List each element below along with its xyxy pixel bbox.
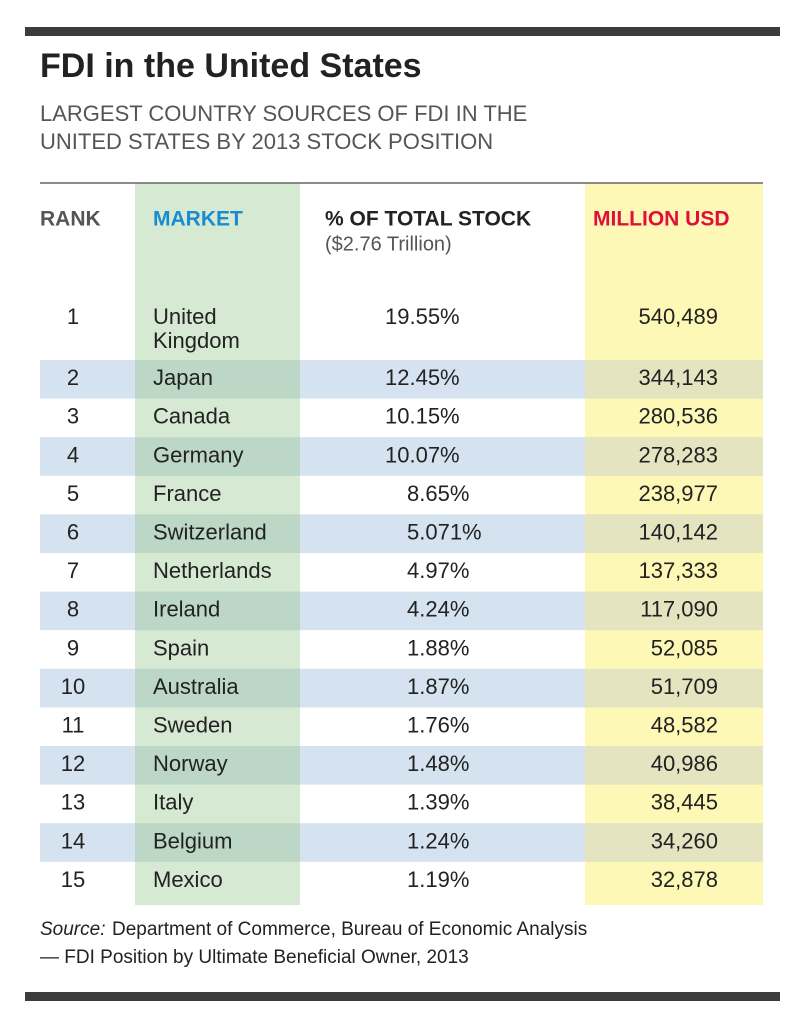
share: 4.24% [407, 597, 469, 622]
market: Japan [153, 365, 213, 390]
usd: 540,489 [638, 304, 718, 329]
row-stripe [585, 823, 763, 862]
usd: 278,283 [638, 442, 718, 467]
share: 12.45% [385, 365, 460, 390]
market: Australia [153, 674, 239, 699]
header-share: % OF TOTAL STOCK [325, 208, 531, 231]
market: Norway [153, 751, 228, 776]
share: 1.48% [407, 751, 469, 776]
rank: 1 [67, 304, 79, 329]
subtitle: UNITED STATES BY 2013 STOCK POSITION [40, 129, 493, 154]
rank: 14 [61, 828, 85, 853]
market: Netherlands [153, 558, 272, 583]
rank: 6 [67, 520, 79, 545]
row-stripe [585, 746, 763, 785]
usd: 51,709 [651, 674, 718, 699]
usd: 52,085 [651, 635, 718, 660]
share: 8.65% [407, 481, 469, 506]
share: 4.97% [407, 558, 469, 583]
rank: 10 [61, 674, 85, 699]
row-stripe [135, 591, 300, 631]
rank: 15 [61, 867, 85, 892]
row-stripe [585, 360, 763, 399]
row-stripe [135, 746, 300, 785]
usd: 140,142 [638, 520, 718, 545]
share: 10.15% [385, 404, 460, 429]
header-market: MARKET [153, 208, 243, 231]
share: 10.07% [385, 442, 460, 467]
market: United Kingdom [153, 304, 240, 353]
usd: 40,986 [651, 751, 718, 776]
rank: 8 [67, 597, 79, 622]
title: FDI in the United States [40, 47, 422, 85]
market: France [153, 481, 221, 506]
share: 1.19% [407, 867, 469, 892]
share: 19.55% [385, 304, 460, 329]
row-stripe [135, 360, 300, 399]
usd: 32,878 [651, 867, 718, 892]
rank: 13 [61, 790, 85, 815]
row-stripe [135, 823, 300, 862]
usd: 137,333 [638, 558, 718, 583]
header-rank: RANK [40, 208, 101, 231]
market: Sweden [153, 713, 233, 738]
rank: 5 [67, 481, 79, 506]
share: 5.071% [407, 520, 482, 545]
market: Switzerland [153, 520, 267, 545]
market: Belgium [153, 828, 232, 853]
top-rule [25, 27, 780, 36]
rank: 3 [67, 404, 79, 429]
row-stripe [585, 437, 763, 476]
row-stripe [585, 591, 763, 631]
rank: 11 [62, 713, 85, 738]
usd: 38,445 [651, 790, 718, 815]
share: 1.39% [407, 790, 469, 815]
usd: 344,143 [638, 365, 718, 390]
market: Canada [153, 404, 231, 429]
market: Ireland [153, 597, 220, 622]
market: Spain [153, 635, 209, 660]
source-text: Department of Commerce, Bureau of Econom… [112, 919, 587, 940]
market: Germany [153, 442, 243, 467]
row-stripe [585, 514, 763, 553]
usd: 117,090 [640, 597, 718, 622]
market: Italy [153, 790, 193, 815]
row-stripe [585, 668, 763, 708]
source-label: Source: [40, 919, 105, 940]
rank: 7 [67, 558, 79, 583]
usd: 238,977 [638, 481, 718, 506]
row-stripe [135, 437, 300, 476]
usd: 280,536 [638, 404, 718, 429]
rank: 2 [67, 365, 79, 390]
rank: 9 [67, 635, 79, 660]
source-text: — FDI Position by Ultimate Beneficial Ow… [40, 947, 469, 968]
share: 1.24% [407, 828, 469, 853]
usd: 34,260 [651, 828, 718, 853]
market: Mexico [153, 867, 223, 892]
share: 1.87% [407, 674, 469, 699]
bottom-rule [25, 992, 780, 1001]
share: 1.76% [407, 713, 469, 738]
header-usd: MILLION USD [593, 208, 730, 231]
usd: 48,582 [651, 713, 718, 738]
rank: 4 [67, 442, 79, 467]
row-stripe [135, 514, 300, 553]
header-share-note: ($2.76 Trillion) [325, 233, 452, 255]
share: 1.88% [407, 635, 469, 660]
subtitle: LARGEST COUNTRY SOURCES OF FDI IN THE [40, 101, 527, 126]
rank: 12 [61, 751, 85, 776]
row-stripe [135, 668, 300, 708]
